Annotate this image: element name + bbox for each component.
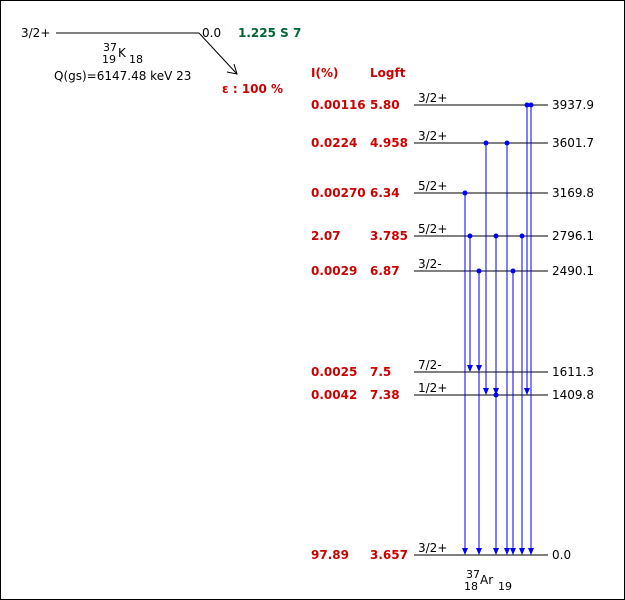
level-row: 3/2+ 3937.9 0.00116 5.80 [311,91,594,112]
daughter-label: 37 Ar 18 19 [464,568,512,593]
decay-arrow-line [198,32,238,75]
parent-level: 3/2+ 0.0 1.225 S 7 37 K 19 18 Q(gs)=6147… [21,26,301,96]
level-spin: 3/2+ [418,541,447,555]
level-logft: 3.785 [370,229,408,243]
gamma-arrowhead [462,548,468,555]
gamma-arrowhead [467,365,473,372]
gamma-arrowhead [493,548,499,555]
level-energy: 2796.1 [552,229,594,243]
level-spin: 3/2+ [418,129,447,143]
level-intensity: 97.89 [311,548,349,562]
level-spin: 1/2+ [418,381,447,395]
level-logft: 6.34 [370,186,400,200]
parent-z: 19 [102,53,116,66]
level-logft: 5.80 [370,98,400,112]
gamma-continuations [476,372,499,555]
daughter-mass-number: 37 [466,568,480,581]
level-row: 1/2+ 1409.8 0.0042 7.38 [311,381,594,402]
gamma-arrowhead [524,388,530,395]
level-logft: 7.5 [370,365,391,379]
level-spin: 3/2+ [418,91,447,105]
level-energy: 2490.1 [552,264,594,278]
daughter-z: 18 [464,580,478,593]
level-row: 5/2+ 3169.8 0.00270 6.34 [311,179,594,200]
gamma-arrowhead [504,548,510,555]
level-row: 3/2+ 0.0 97.89 3.657 [311,541,571,562]
level-spin: 5/2+ [418,222,447,236]
level-intensity: 0.0025 [311,365,357,379]
level-intensity: 0.00116 [311,98,366,112]
level-energy: 3601.7 [552,136,594,150]
gamma-arrowhead [519,548,525,555]
logft-header: Logft [370,66,406,80]
gamma-transition [476,268,482,372]
gamma-arrowhead [493,388,499,395]
gamma-transition [483,140,489,395]
level-intensity: 0.0029 [311,264,357,278]
level-intensity: 2.07 [311,229,341,243]
parent-n: 18 [129,53,143,66]
gamma-arrowhead [510,548,516,555]
parent-halflife: 1.225 S 7 [238,26,301,40]
daughter-symbol: Ar [480,573,493,587]
parent-energy: 0.0 [202,26,221,40]
level-energy: 1611.3 [552,365,594,379]
level-logft: 6.87 [370,264,400,278]
gamma-arrowhead [476,365,482,372]
level-row: 7/2- 1611.3 0.0025 7.5 [311,358,594,379]
parent-symbol: K [118,46,127,60]
gamma-arrowhead [528,548,534,555]
gamma-transition [519,233,525,555]
gamma-transition [510,268,516,555]
level-row: 5/2+ 2796.1 2.07 3.785 [311,222,594,243]
level-spin: 5/2+ [418,179,447,193]
parent-spin: 3/2+ [21,26,50,40]
gamma-arrowhead [483,388,489,395]
level-energy: 3937.9 [552,98,594,112]
level-intensity: 0.00270 [311,186,366,200]
level-energy: 3169.8 [552,186,594,200]
level-intensity: 0.0224 [311,136,357,150]
gamma-transition [504,140,510,555]
level-spin: 7/2- [418,358,442,372]
level-energy: 1409.8 [552,388,594,402]
level-logft: 7.38 [370,388,400,402]
level-logft: 4.958 [370,136,408,150]
parent-qvalue: Q(gs)=6147.48 keV 23 [54,69,191,83]
gamma-origin-dot [493,392,499,398]
intensity-header: I(%) [311,66,338,80]
level-energy: 0.0 [552,548,571,562]
level-intensity: 0.0042 [311,388,357,402]
level-logft: 3.657 [370,548,408,562]
gamma-transition [467,233,473,372]
gamma-transition [462,190,468,555]
gamma-transition [524,102,530,395]
level-row: 3/2+ 3601.7 0.0224 4.958 [311,129,594,150]
level-spin: 3/2- [418,257,442,271]
gamma-arrowhead [476,548,482,555]
gamma-transition [528,102,534,555]
parent-mass-number: 37 [103,41,117,54]
gamma-transition [493,233,499,395]
decay-mode: ε : 100 % [222,82,283,96]
daughter-n: 19 [498,580,512,593]
decay-arrow-head [226,63,238,75]
level-row: 3/2- 2490.1 0.0029 6.87 [311,257,594,278]
